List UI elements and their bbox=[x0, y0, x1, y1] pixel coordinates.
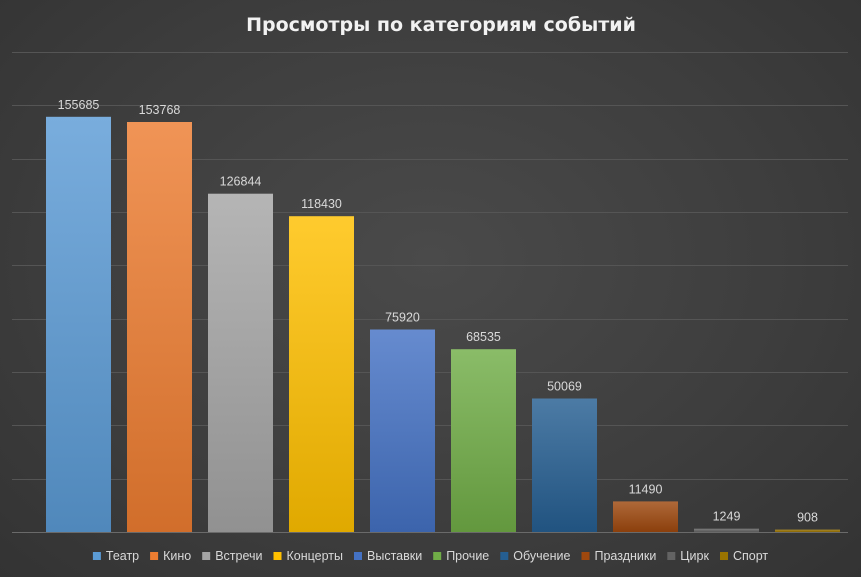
data-label: 153768 bbox=[139, 103, 181, 117]
bar-8 bbox=[613, 501, 678, 532]
legend-swatch bbox=[667, 552, 676, 560]
legend-item: Праздники bbox=[581, 549, 657, 563]
bar-9 bbox=[694, 528, 759, 532]
data-label: 1249 bbox=[713, 510, 741, 524]
legend-swatch bbox=[150, 552, 159, 560]
chart-title: Просмотры по категориям событий bbox=[246, 14, 636, 36]
data-label: 126844 bbox=[220, 175, 262, 189]
legend-label: Праздники bbox=[595, 549, 657, 563]
legend-label: Концерты bbox=[287, 549, 344, 563]
bar-7 bbox=[532, 398, 597, 532]
legend-swatch bbox=[92, 552, 101, 560]
legend-item: Выставки bbox=[354, 549, 422, 563]
legend-label: Обучение bbox=[513, 549, 570, 563]
bar-6 bbox=[451, 349, 516, 532]
legend-swatch bbox=[273, 552, 282, 560]
bar-5 bbox=[370, 329, 435, 532]
legend: Театр Кино Встречи Концерты Выставки Прочие Об… bbox=[92, 549, 768, 563]
data-label: 908 bbox=[797, 511, 818, 525]
legend-item: Спорт bbox=[720, 549, 768, 563]
data-label: 68535 bbox=[466, 330, 501, 344]
bar-10 bbox=[775, 529, 840, 532]
data-label: 118430 bbox=[301, 197, 342, 211]
legend-label: Кино bbox=[163, 549, 191, 563]
legend-item: Прочие bbox=[433, 549, 489, 563]
legend-item: Концерты bbox=[273, 549, 344, 563]
data-label: 11490 bbox=[629, 482, 663, 496]
bar-3 bbox=[208, 193, 273, 532]
legend-label: Цирк bbox=[680, 549, 709, 563]
data-label: 155685 bbox=[58, 98, 100, 112]
legend-item: Встречи bbox=[202, 549, 263, 563]
legend-item: Театр bbox=[92, 549, 139, 563]
legend-swatch bbox=[720, 552, 728, 560]
legend-label: Прочие bbox=[446, 549, 489, 563]
legend-swatch bbox=[500, 552, 509, 560]
bars bbox=[46, 116, 840, 533]
legend-label: Встречи bbox=[215, 549, 262, 563]
bar-2 bbox=[127, 122, 192, 532]
bar-4 bbox=[289, 216, 354, 532]
legend-label: Театр bbox=[106, 549, 139, 563]
legend-item: Кино bbox=[150, 549, 191, 563]
legend-label: Выставки bbox=[367, 549, 422, 563]
legend-item: Обучение bbox=[500, 549, 571, 563]
data-label: 50069 bbox=[547, 380, 582, 394]
data-labels: 155685 153768 126844 118430 75920 68535 50069 1… bbox=[58, 98, 818, 525]
legend-swatch bbox=[581, 552, 590, 560]
legend-swatch bbox=[202, 552, 211, 560]
legend-swatch bbox=[354, 552, 362, 560]
data-label: 75920 bbox=[385, 311, 420, 325]
bar-1 bbox=[46, 116, 111, 533]
legend-swatch bbox=[433, 552, 442, 560]
legend-label: Спорт bbox=[733, 549, 768, 563]
legend-item: Цирк bbox=[667, 549, 709, 563]
